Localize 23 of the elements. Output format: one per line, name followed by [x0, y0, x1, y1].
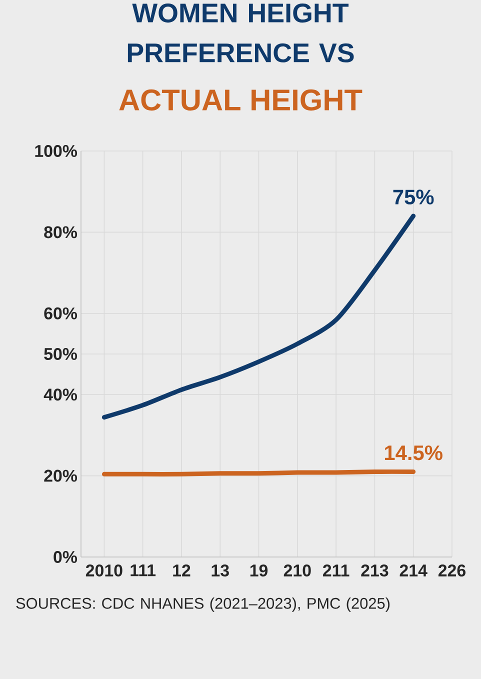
x-tick-label: 2010	[86, 564, 122, 577]
x-tick-label: 13	[212, 564, 229, 577]
chart-subtitle: ACTUAL HEIGHT	[119, 89, 362, 111]
x-tick-label: 210	[284, 564, 311, 577]
source-note: SOURCES: CDC NHANES (2021–2023), PMC (2025)	[16, 598, 390, 612]
x-tick-label: 211	[322, 564, 350, 576]
y-tick-label: 0%	[54, 550, 78, 563]
x-tick-label: 12	[173, 564, 190, 576]
annotation: 14.5%	[384, 445, 442, 460]
line-series	[102, 214, 416, 420]
y-tick-label: 80%	[44, 226, 78, 238]
x-tick-label: 214	[400, 564, 428, 576]
y-tick-label: 40%	[44, 388, 78, 401]
x-tick-label: 226	[438, 564, 466, 577]
x-tick-label: 19	[250, 564, 268, 577]
chart-title: WOMEN HEIGHT PREFERENCE VS	[128, 4, 354, 62]
x-tick-label: 111	[130, 564, 156, 576]
y-tick-label: 60%	[44, 307, 78, 320]
annotation: 75%	[393, 190, 434, 204]
y-tick-label: 100%	[35, 144, 78, 157]
x-tick-label: 213	[361, 564, 388, 577]
y-tick-label: 20%	[44, 470, 78, 482]
y-tick-label: 50%	[44, 348, 78, 360]
